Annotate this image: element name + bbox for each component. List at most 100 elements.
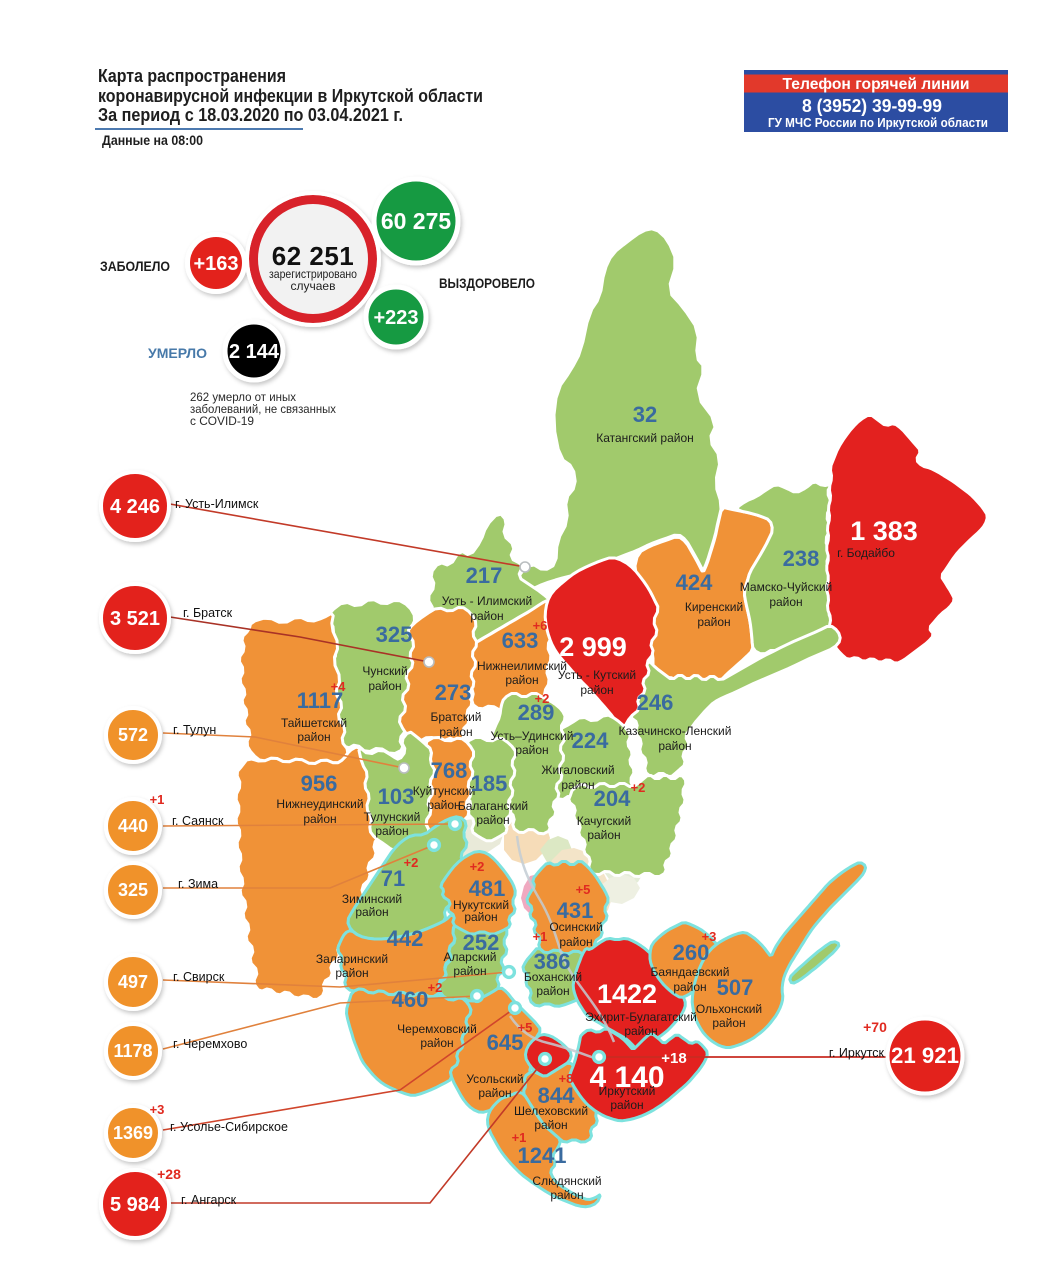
svg-text:Усольский: Усольский [466, 1072, 523, 1086]
svg-text:коронавирусной инфекции в Ирку: коронавирусной инфекции в Иркутской обла… [98, 85, 483, 106]
svg-text:ГУ МЧС России по Иркутской обл: ГУ МЧС России по Иркутской области [768, 115, 988, 130]
svg-text:Зиминский: Зиминский [342, 892, 402, 906]
svg-text:+2: +2 [535, 691, 550, 706]
svg-text:Тулунский: Тулунский [364, 810, 421, 824]
svg-text:+28: +28 [157, 1166, 181, 1182]
svg-text:район: район [534, 1118, 567, 1132]
svg-text:+6: +6 [533, 618, 548, 633]
svg-text:Иркутский: Иркутский [599, 1084, 656, 1098]
svg-text:Осинский: Осинский [549, 920, 602, 934]
svg-text:Заларинский: Заларинский [316, 952, 388, 966]
svg-text:21 921: 21 921 [891, 1043, 959, 1068]
svg-text:Данные на 08:00: Данные на 08:00 [102, 133, 203, 148]
svg-text:г. Свирск: г. Свирск [173, 970, 225, 984]
svg-text:204: 204 [594, 786, 631, 811]
svg-text:г. Саянск: г. Саянск [172, 814, 224, 828]
svg-text:Киренский: Киренский [685, 600, 743, 614]
svg-text:103: 103 [378, 784, 415, 809]
svg-text:Аларский: Аларский [443, 950, 496, 964]
svg-text:+1: +1 [512, 1130, 527, 1145]
svg-text:2 144: 2 144 [229, 341, 280, 363]
svg-text:1117: 1117 [297, 688, 344, 713]
svg-text:442: 442 [387, 926, 424, 951]
svg-text:+5: +5 [518, 1020, 533, 1035]
svg-text:71: 71 [381, 866, 405, 891]
svg-text:Ольхонский: Ольхонский [696, 1002, 762, 1016]
svg-text:район: район [478, 1086, 511, 1100]
svg-text:768: 768 [431, 758, 468, 783]
svg-text:район: район [303, 812, 336, 826]
svg-text:+70: +70 [863, 1019, 887, 1035]
svg-text:ЗАБОЛЕЛО: ЗАБОЛЕЛО [100, 258, 170, 274]
svg-text:1422: 1422 [597, 979, 657, 1009]
svg-text:8 (3952) 39-99-99: 8 (3952) 39-99-99 [802, 96, 942, 116]
svg-text:246: 246 [637, 690, 674, 715]
svg-text:+2: +2 [404, 855, 419, 870]
svg-text:633: 633 [502, 628, 539, 653]
svg-text:район: район [769, 595, 802, 609]
svg-text:262 умерло от иных: 262 умерло от иных [190, 390, 296, 404]
svg-text:32: 32 [633, 402, 657, 427]
svg-text:зарегистрировано: зарегистрировано [269, 267, 357, 281]
svg-text:район: район [559, 935, 592, 949]
svg-text:5 984: 5 984 [110, 1194, 161, 1216]
svg-text:645: 645 [487, 1030, 524, 1055]
svg-text:+3: +3 [702, 929, 717, 944]
svg-text:Тайшетский: Тайшетский [281, 716, 347, 730]
svg-text:+4: +4 [331, 679, 347, 694]
svg-text:+163: +163 [193, 253, 238, 275]
svg-text:Нукутский: Нукутский [453, 898, 509, 912]
svg-text:185: 185 [471, 771, 508, 796]
svg-text:217: 217 [466, 563, 503, 588]
svg-text:район: район [439, 725, 472, 739]
svg-text:район: район [464, 910, 497, 924]
svg-text:844: 844 [538, 1083, 575, 1108]
svg-text:424: 424 [676, 570, 713, 595]
svg-text:289: 289 [518, 700, 555, 725]
svg-text:Карта распространения: Карта распространения [98, 65, 286, 86]
svg-text:60 275: 60 275 [381, 208, 452, 234]
svg-text:Жигаловский: Жигаловский [541, 763, 614, 777]
svg-text:+3: +3 [150, 1102, 165, 1117]
svg-text:Баяндаевский: Баяндаевский [651, 965, 730, 979]
svg-text:+1: +1 [150, 792, 165, 807]
svg-text:район: район [536, 984, 569, 998]
svg-text:260: 260 [673, 940, 710, 965]
svg-text:497: 497 [118, 972, 148, 992]
svg-text:г. Братск: г. Братск [183, 606, 233, 620]
svg-text:273: 273 [435, 680, 472, 705]
svg-text:район: район [420, 1036, 453, 1050]
svg-text:район: район [550, 1188, 583, 1202]
svg-text:заболеваний, не связанных: заболеваний, не связанных [190, 402, 336, 416]
svg-text:Братский: Братский [431, 710, 482, 724]
svg-text:Куйтунский: Куйтунский [413, 784, 476, 798]
svg-text:+1: +1 [533, 929, 548, 944]
svg-text:район: район [453, 964, 486, 978]
svg-text:район: район [476, 813, 509, 827]
svg-text:1369: 1369 [113, 1123, 153, 1143]
svg-text:район: район [335, 966, 368, 980]
svg-text:район: район [587, 828, 620, 842]
svg-text:район: район [297, 730, 330, 744]
svg-text:4 140: 4 140 [589, 1061, 664, 1094]
svg-text:325: 325 [376, 622, 413, 647]
svg-text:район: район [610, 1098, 643, 1112]
svg-text:460: 460 [392, 987, 429, 1012]
svg-text:440: 440 [118, 816, 148, 836]
svg-text:481: 481 [469, 876, 506, 901]
svg-text:УМЕРЛО: УМЕРЛО [148, 345, 207, 361]
svg-text:Нижнеудинский: Нижнеудинский [276, 797, 363, 811]
svg-text:Чунский: Чунский [362, 664, 407, 678]
svg-text:г. Усть-Илимск: г. Усть-Илимск [175, 497, 259, 511]
svg-text:956: 956 [301, 771, 338, 796]
svg-text:Балаганский: Балаганский [458, 799, 528, 813]
svg-text:386: 386 [534, 949, 571, 974]
svg-text:Мамско-Чуйский: Мамско-Чуйский [740, 580, 832, 594]
svg-text:район: район [470, 609, 503, 623]
svg-text:Слюдянский: Слюдянский [532, 1174, 601, 1188]
svg-text:1241: 1241 [518, 1143, 567, 1168]
svg-text:Нижнеилимский: Нижнеилимский [477, 659, 567, 673]
svg-text:Усть - Илимский: Усть - Илимский [442, 594, 532, 608]
svg-text:1178: 1178 [113, 1041, 152, 1061]
svg-text:Катангский район: Катангский район [596, 431, 694, 445]
